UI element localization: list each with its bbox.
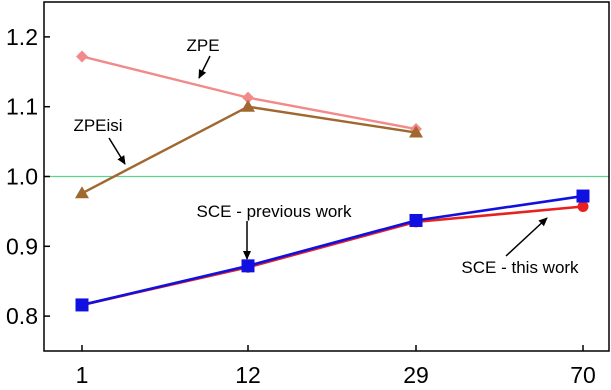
data-point-zpe-0: [76, 50, 88, 63]
series-line-sce_prev: [81, 194, 584, 307]
annotation-arrow-sce_this: [505, 217, 548, 257]
x-tick-label: 29: [403, 362, 429, 388]
y-tick-label: 1.0: [6, 164, 38, 190]
data-point-zpeisi-0: [75, 186, 89, 199]
y-tick-label: 1.1: [6, 94, 38, 120]
x-tick-label: 1: [76, 362, 89, 388]
annotation-zpe: ZPE: [186, 36, 219, 55]
series-line-sce_this: [81, 205, 584, 307]
data-point-sce_prev-2: [409, 213, 423, 227]
annotation-zpeisi: ZPEisi: [73, 116, 122, 135]
data-point-sce_prev-0: [75, 298, 89, 312]
data-point-sce_prev-1: [241, 259, 255, 273]
x-tick-label: 70: [570, 362, 596, 388]
y-tick-label: 0.9: [6, 233, 38, 259]
data-point-zpeisi-2: [409, 125, 423, 138]
data-point-sce_this-3: [577, 201, 589, 213]
x-tick-label: 12: [235, 362, 261, 388]
annotation-arrow-zpe: [198, 55, 211, 79]
data-point-zpeisi-1: [241, 99, 255, 112]
y-tick-label: 1.2: [6, 24, 38, 50]
data-point-sce_prev-3: [576, 189, 590, 203]
annotation-arrow-zpeisi: [108, 137, 126, 165]
annotation-sce_this: SCE - this work: [461, 258, 579, 277]
data-point-zpe-1: [242, 91, 254, 104]
annotation-sce_prev: SCE - previous work: [197, 202, 352, 221]
y-tick-label: 0.8: [6, 303, 38, 329]
